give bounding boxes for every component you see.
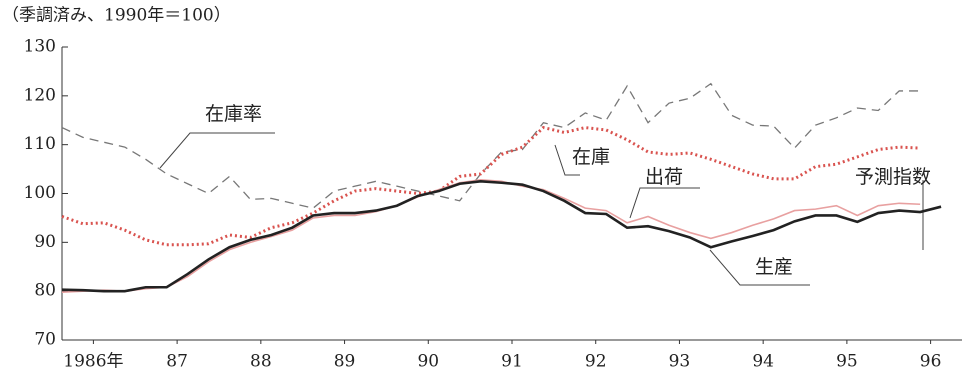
series-line [61, 179, 921, 293]
leader-line [554, 144, 580, 176]
annotation: 予測指数 [855, 166, 931, 188]
x-tick-label: 87 [166, 352, 188, 372]
y-tick-label: 120 [24, 85, 56, 105]
y-tick-label: 70 [34, 330, 56, 350]
x-tick-label: 91 [501, 352, 523, 372]
series-line [61, 125, 921, 247]
series-label: 在庫率 [205, 103, 262, 125]
leader-line [159, 132, 275, 169]
series-line [61, 179, 942, 293]
x-tick-label: 1986年 [63, 352, 123, 372]
x-tick-label: 92 [585, 352, 607, 372]
y-tick-label: 90 [34, 232, 56, 252]
y-tick-label: 130 [24, 37, 56, 57]
series-label: 出荷 [645, 166, 683, 188]
y-tick-label: 100 [24, 183, 56, 203]
leader-line [629, 187, 700, 219]
y-tick-label: 110 [24, 134, 56, 154]
x-tick-label: 88 [250, 352, 272, 372]
leader-line [709, 249, 810, 286]
series-line [61, 82, 921, 209]
annotations [159, 132, 924, 286]
y-tick-label: 80 [34, 281, 56, 301]
x-tick-label: 93 [669, 352, 691, 372]
x-tick-label: 96 [920, 352, 942, 372]
x-tick-label: 94 [752, 352, 774, 372]
subtitle: （季調済み、1990年＝100） [2, 6, 231, 26]
series-label: 在庫 [572, 146, 610, 168]
x-tick-label: 95 [836, 352, 858, 372]
x-tick-label: 90 [417, 352, 439, 372]
x-tick-label: 89 [334, 352, 356, 372]
series-label: 生産 [755, 256, 793, 278]
